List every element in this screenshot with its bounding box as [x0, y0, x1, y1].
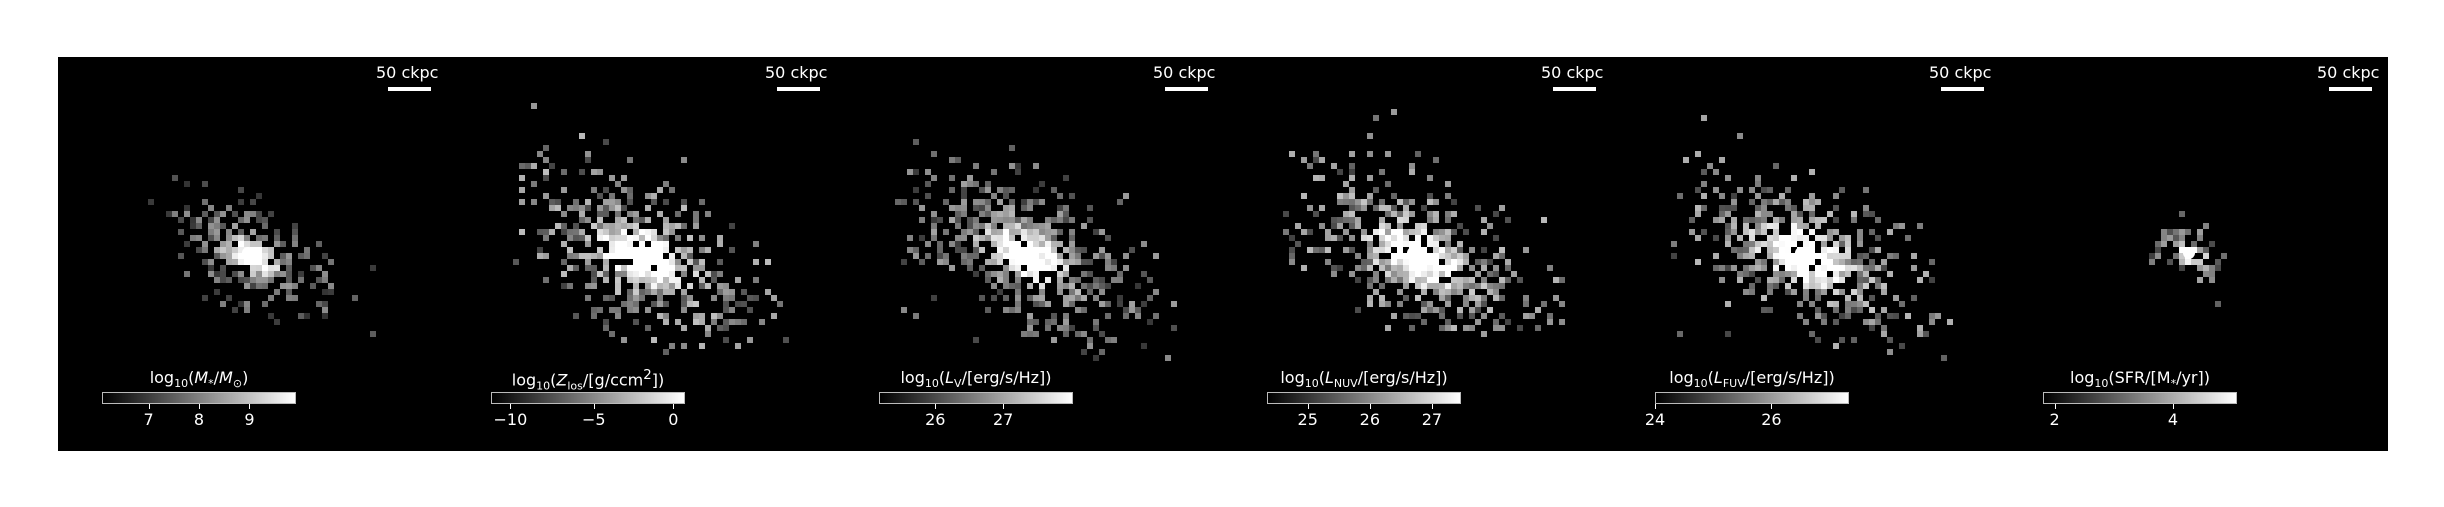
colorbar [491, 392, 685, 404]
colorbar-tick-label: 26 [1359, 410, 1380, 429]
colorbar-tick [1307, 404, 1309, 409]
colorbar-tick [148, 404, 150, 409]
colorbar-tick [593, 404, 595, 409]
colorbar-tick [935, 404, 937, 409]
colorbar-tick-label: 0 [668, 410, 679, 429]
colorbar-title: log10(SFR/[M*/yr]) [2070, 368, 2210, 391]
galaxy-map-strip: 50 ckpc log10(M*/M⊙) 7 8 9 50 ckpc log10(Zlos/… [58, 57, 2388, 451]
colorbar-tick [1003, 404, 1005, 409]
colorbar-tick [1771, 404, 1773, 409]
colorbar-tick-label: 4 [2167, 410, 2179, 429]
colorbar-tick [510, 404, 512, 409]
colorbar [1655, 392, 1849, 404]
galaxy-map-image [1671, 115, 1953, 361]
scale-bar [388, 87, 431, 91]
galaxy-map-image [895, 139, 1177, 361]
colorbar-tick [673, 404, 675, 409]
scale-bar [1553, 87, 1596, 91]
scale-bar-label: 50 ckpc [765, 63, 828, 82]
colorbar-tick [2054, 404, 2056, 409]
colorbar [2043, 392, 2237, 404]
panel-stellar-mass: 50 ckpc log10(M*/M⊙) 7 8 9 [58, 57, 446, 451]
galaxy-map-image [513, 103, 789, 355]
galaxy-map-image [2149, 211, 2227, 307]
colorbar-title: log10(LV/[erg/s/Hz]) [900, 368, 1052, 391]
scale-bar-label: 50 ckpc [1541, 63, 1604, 82]
colorbar-tick [1655, 404, 1656, 409]
colorbar-tick [1431, 404, 1433, 409]
colorbar-tick [199, 404, 200, 409]
colorbar [102, 392, 296, 404]
panel-lum-nuv: 50 ckpc log10(LNUV/[erg/s/Hz]) 25 26 27 [1223, 57, 1611, 451]
colorbar [879, 392, 1073, 404]
panel-metallicity: 50 ckpc log10(Zlos/[g/ccm2]) −10 −5 0 [447, 57, 835, 451]
colorbar-title: log10(M*/M⊙) [149, 368, 249, 391]
scale-bar-label: 50 ckpc [1929, 63, 1992, 82]
colorbar-tick-label: 9 [244, 410, 255, 429]
galaxy-map-image [1283, 109, 1565, 337]
galaxy-map-image [148, 175, 376, 337]
colorbar-title: log10(LNUV/[erg/s/Hz]) [1280, 368, 1448, 391]
colorbar-tick-label: 24 [1644, 410, 1666, 429]
colorbar-tick-label: 8 [193, 410, 205, 429]
colorbar-tick-label: 27 [1421, 410, 1443, 429]
scale-bar-label: 50 ckpc [376, 63, 439, 82]
colorbar-tick-label: −5 [582, 410, 606, 429]
colorbar-tick-label: 2 [2049, 410, 2060, 429]
scale-bar [2329, 87, 2372, 91]
scale-bar-label: 50 ckpc [2317, 63, 2380, 82]
panel-lum-fuv: 50 ckpc log10(LFUV/[erg/s/Hz]) 24 26 [1611, 57, 1999, 451]
colorbar-title: log10(LFUV/[erg/s/Hz]) [1669, 368, 1835, 391]
colorbar [1267, 392, 1461, 404]
colorbar-tick-label: 26 [925, 410, 946, 429]
colorbar-title: log10(Zlos/[g/ccm2]) [511, 368, 665, 393]
scale-bar [1941, 87, 1984, 91]
colorbar-tick-label: −10 [493, 410, 528, 429]
scale-bar [777, 87, 820, 91]
colorbar-tick-label: 27 [992, 410, 1014, 429]
colorbar-tick-label: 26 [1761, 410, 1782, 429]
colorbar-tick [1369, 404, 1371, 409]
colorbar-tick [249, 404, 251, 409]
scale-bar [1165, 87, 1208, 91]
colorbar-tick-label: 7 [143, 410, 154, 429]
colorbar-tick [2172, 404, 2174, 409]
scale-bar-label: 50 ckpc [1153, 63, 1216, 82]
panel-sfr: 50 ckpc log10(SFR/[M*/yr]) 2 4 [1999, 57, 2387, 451]
panel-lum-v: 50 ckpc log10(LV/[erg/s/Hz]) 26 27 [835, 57, 1223, 451]
colorbar-tick-label: 25 [1297, 410, 1318, 429]
